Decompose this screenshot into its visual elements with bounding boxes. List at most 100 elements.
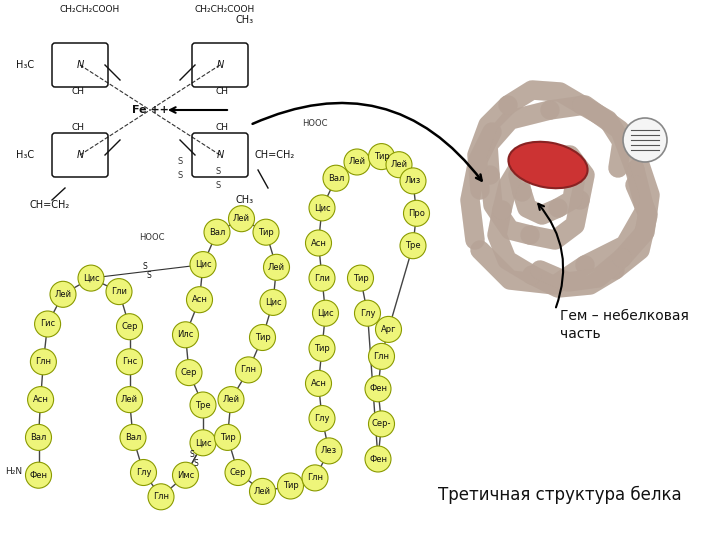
Text: S: S: [190, 450, 194, 459]
Text: Глн: Глн: [307, 474, 323, 482]
Circle shape: [316, 438, 342, 464]
Circle shape: [309, 265, 335, 291]
Circle shape: [228, 206, 254, 232]
Text: Тре: Тре: [195, 401, 211, 409]
Text: Гнс: Гнс: [122, 357, 137, 366]
Text: Лей: Лей: [55, 290, 71, 299]
Text: Имс: Имс: [177, 471, 194, 480]
Text: Тир: Тир: [314, 344, 330, 353]
Circle shape: [117, 349, 143, 375]
Text: Вал: Вал: [328, 174, 344, 183]
Text: S: S: [143, 262, 148, 271]
Circle shape: [235, 357, 261, 383]
Text: Гли: Гли: [111, 287, 127, 296]
Circle shape: [186, 287, 212, 313]
Circle shape: [190, 252, 216, 278]
Text: S: S: [177, 158, 183, 166]
Text: Тре: Тре: [405, 241, 420, 250]
Circle shape: [130, 460, 156, 485]
Text: CH: CH: [71, 124, 84, 132]
Text: Лей: Лей: [121, 395, 138, 404]
Circle shape: [305, 370, 331, 396]
Circle shape: [215, 424, 240, 450]
Circle shape: [204, 219, 230, 245]
Text: S: S: [194, 459, 199, 468]
Text: CH: CH: [71, 87, 84, 97]
Circle shape: [354, 300, 380, 326]
Text: H₃C: H₃C: [16, 150, 34, 160]
Circle shape: [27, 387, 53, 413]
Text: Лей: Лей: [348, 158, 366, 166]
Text: Гис: Гис: [40, 320, 55, 328]
Circle shape: [309, 195, 335, 221]
Text: Тир: Тир: [220, 433, 235, 442]
Circle shape: [78, 265, 104, 291]
Text: CH: CH: [215, 87, 228, 97]
Text: Вал: Вал: [209, 228, 225, 237]
Circle shape: [403, 200, 430, 226]
Circle shape: [260, 289, 286, 315]
Text: HOOC: HOOC: [302, 119, 328, 129]
Text: Тир: Тир: [258, 228, 274, 237]
Text: CH=CH₂: CH=CH₂: [255, 150, 295, 160]
Circle shape: [264, 254, 289, 280]
Text: S: S: [177, 171, 183, 179]
Text: Глн: Глн: [153, 492, 169, 501]
Text: Лиз: Лиз: [405, 177, 421, 185]
Circle shape: [302, 465, 328, 491]
Text: S: S: [215, 180, 220, 190]
Text: Цис: Цис: [318, 309, 334, 318]
Text: Глу: Глу: [360, 309, 375, 318]
Text: CH₃: CH₃: [236, 15, 254, 25]
Text: Лей: Лей: [390, 160, 408, 169]
Circle shape: [50, 281, 76, 307]
Circle shape: [312, 300, 338, 326]
Text: Сер: Сер: [121, 322, 138, 331]
Circle shape: [173, 462, 199, 488]
Circle shape: [623, 118, 667, 162]
Circle shape: [176, 360, 202, 386]
Circle shape: [117, 387, 143, 413]
Text: CH₂CH₂COOH: CH₂CH₂COOH: [60, 5, 120, 15]
Text: Фен: Фен: [30, 471, 48, 480]
Circle shape: [277, 473, 304, 499]
Circle shape: [253, 219, 279, 245]
Text: Илс: Илс: [177, 330, 194, 339]
Text: Сер-: Сер-: [372, 420, 391, 428]
Circle shape: [369, 411, 395, 437]
Circle shape: [365, 376, 391, 402]
Text: H₂N: H₂N: [5, 467, 22, 476]
Text: CH=CH₂: CH=CH₂: [30, 200, 70, 210]
Circle shape: [30, 349, 56, 375]
Circle shape: [309, 406, 335, 431]
Circle shape: [120, 424, 146, 450]
Text: Цис: Цис: [83, 274, 99, 282]
Circle shape: [309, 335, 335, 361]
Text: Лез: Лез: [321, 447, 337, 455]
Text: CH: CH: [215, 124, 228, 132]
Text: Арг: Арг: [381, 325, 396, 334]
Text: N: N: [76, 150, 84, 160]
Text: S: S: [147, 271, 151, 280]
Circle shape: [117, 314, 143, 340]
Text: N: N: [76, 60, 84, 70]
Text: Fe ++: Fe ++: [132, 105, 168, 115]
Text: Сер: Сер: [230, 468, 246, 477]
Circle shape: [376, 316, 402, 342]
Circle shape: [25, 424, 52, 450]
Text: Тир: Тир: [255, 333, 271, 342]
Circle shape: [369, 343, 395, 369]
Circle shape: [400, 233, 426, 259]
Circle shape: [173, 322, 199, 348]
Circle shape: [250, 325, 276, 350]
Text: CH₃: CH₃: [236, 195, 254, 205]
Circle shape: [190, 430, 216, 456]
Text: Гли: Гли: [314, 274, 330, 282]
Text: Тир: Тир: [353, 274, 369, 282]
Text: N: N: [217, 150, 224, 160]
Text: Лей: Лей: [254, 487, 271, 496]
Circle shape: [348, 265, 374, 291]
Ellipse shape: [508, 142, 588, 188]
Circle shape: [225, 460, 251, 485]
Text: Про: Про: [408, 209, 425, 218]
